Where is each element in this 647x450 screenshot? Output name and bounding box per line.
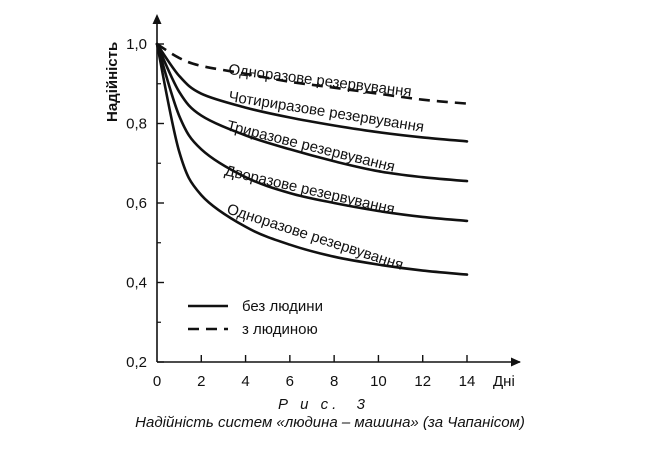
y-tick-label: 1,0: [126, 36, 147, 53]
x-tick-label: 6: [286, 373, 294, 390]
y-axis-arrow: [152, 14, 162, 24]
x-tick-label: 0: [153, 373, 161, 390]
y-tick-label: 0,4: [126, 275, 147, 292]
y-tick-label: 0,6: [126, 195, 147, 212]
chart-axes: [152, 14, 521, 367]
x-tick-label: 4: [241, 373, 249, 390]
x-axis-label: Дні: [493, 373, 515, 390]
chart-series: [155, 42, 469, 276]
x-tick-label: 12: [414, 373, 431, 390]
chart-ticks: 0 2 4 6 8 10 12 14 0,2 0,4 0,6 0,8 1,0: [126, 36, 475, 390]
x-tick-label: 2: [197, 373, 205, 390]
y-axis-label: Надійність: [104, 42, 121, 122]
series-quadruple: [155, 42, 469, 143]
series-single-with-human: [156, 42, 468, 105]
legend-label: з людиною: [242, 321, 318, 338]
x-tick-label: 10: [370, 373, 387, 390]
series-single-without-human: [155, 42, 469, 276]
y-tick-label: 0,2: [126, 354, 147, 371]
figure-caption: Надійність систем «людина – машина» (за …: [135, 414, 525, 431]
x-axis-arrow: [511, 357, 521, 367]
series-double: [155, 42, 469, 223]
figure-number: Р и с. 3: [277, 396, 370, 413]
y-tick-label: 0,8: [126, 116, 147, 133]
chart-legend: без людини з людиною: [188, 298, 323, 338]
legend-label: без людини: [242, 298, 323, 315]
x-tick-label: 8: [330, 373, 338, 390]
x-tick-label: 14: [459, 373, 476, 390]
series-triple: [155, 42, 469, 183]
